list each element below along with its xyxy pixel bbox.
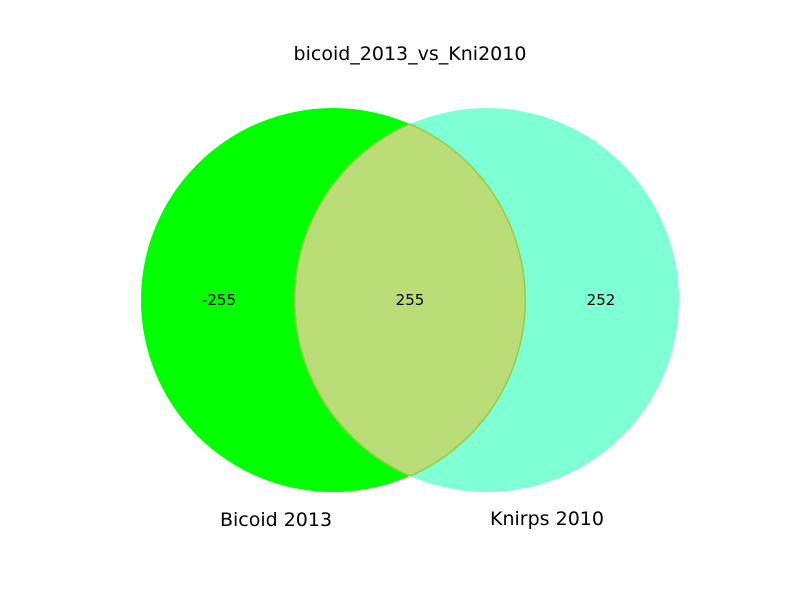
region-label-intersection: 255 (396, 291, 425, 309)
intersection-border (294, 123, 526, 477)
set-label-knirps: Knirps 2010 (490, 508, 604, 530)
intersection-region (295, 108, 525, 492)
chart-title: bicoid_2013_vs_Kni2010 (294, 43, 527, 65)
region-label-right-only: 252 (587, 291, 616, 309)
region-label-left-only: -255 (202, 291, 236, 309)
set-label-bicoid: Bicoid 2013 (220, 509, 332, 531)
